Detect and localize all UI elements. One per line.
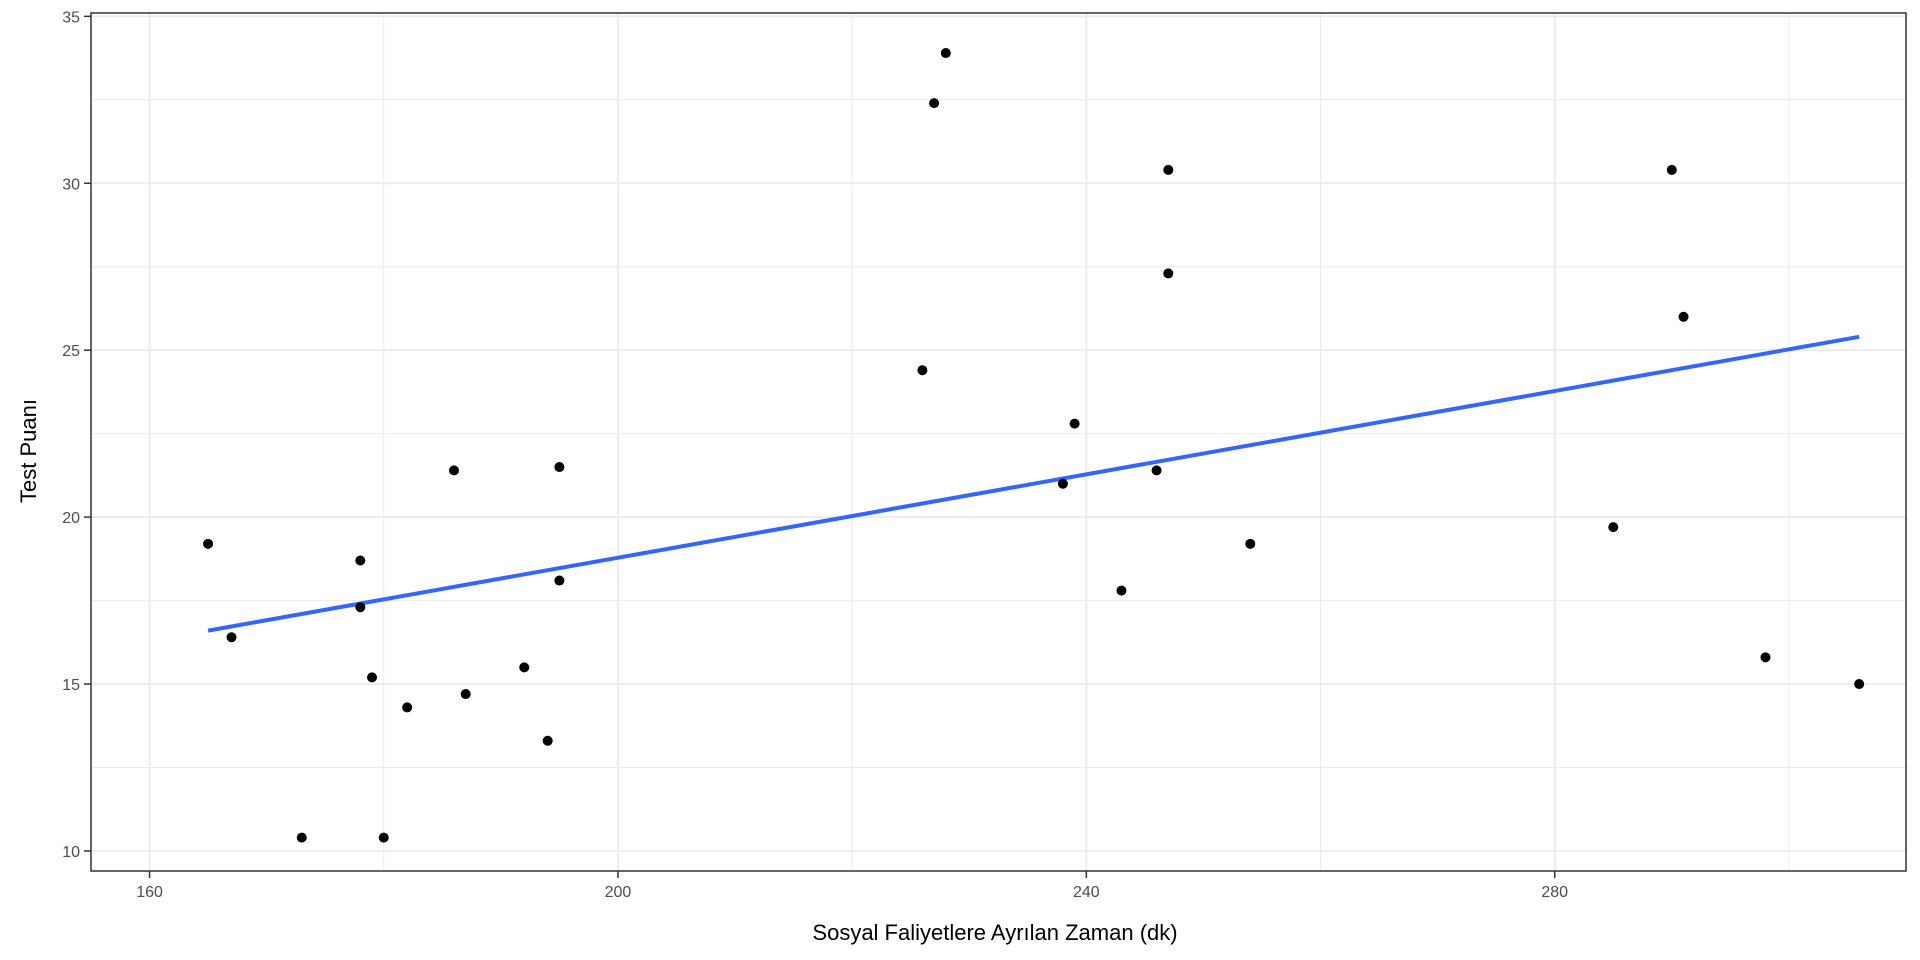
data-point	[1151, 465, 1162, 476]
data-point	[1116, 585, 1127, 596]
data-point	[1760, 652, 1771, 663]
data-point	[1163, 268, 1174, 279]
x-tick-label: 280	[1541, 884, 1568, 901]
data-point	[355, 602, 366, 613]
data-point	[519, 662, 530, 673]
y-tick-label: 35	[62, 9, 80, 26]
data-point	[1057, 478, 1068, 489]
data-points	[203, 48, 1865, 843]
grid-lines	[91, 13, 1906, 871]
data-point	[554, 462, 565, 473]
data-point	[378, 832, 389, 843]
data-point	[929, 98, 940, 109]
x-tick-label: 240	[1073, 884, 1100, 901]
data-point	[1854, 679, 1865, 690]
data-point	[296, 832, 307, 843]
y-tick-label: 15	[62, 677, 80, 694]
regression-line-group	[207, 334, 1860, 633]
data-point	[940, 48, 951, 59]
data-point	[1608, 522, 1619, 533]
panel-frame	[90, 12, 1907, 872]
data-point	[1245, 538, 1256, 549]
data-point	[554, 575, 565, 586]
data-point	[1666, 164, 1677, 175]
data-point	[449, 465, 459, 476]
x-tick-label: 200	[605, 884, 632, 901]
regression-line	[207, 334, 1860, 633]
x-tick-label: 160	[136, 884, 163, 901]
data-point	[367, 672, 378, 683]
data-point	[402, 702, 413, 713]
data-point	[1163, 164, 1174, 175]
data-point	[355, 555, 366, 566]
data-point	[203, 538, 214, 549]
y-tick-label: 20	[62, 510, 80, 527]
data-point	[542, 735, 553, 746]
data-point	[226, 632, 237, 643]
x-axis-title: Sosyal Faliyetlere Ayrılan Zaman (dk)	[812, 920, 1177, 945]
y-axis: 10 15 20 25 30 35	[62, 9, 91, 861]
panel-border	[90, 12, 1907, 872]
x-axis: 160 200 240 280	[136, 871, 1568, 901]
data-point	[460, 689, 471, 700]
y-tick-label: 25	[62, 343, 80, 360]
y-tick-label: 10	[62, 844, 80, 861]
data-point	[1069, 418, 1080, 429]
data-point	[917, 365, 928, 376]
data-point	[1678, 311, 1689, 322]
y-tick-label: 30	[62, 176, 80, 193]
y-axis-title: Test Puanı	[16, 399, 41, 503]
